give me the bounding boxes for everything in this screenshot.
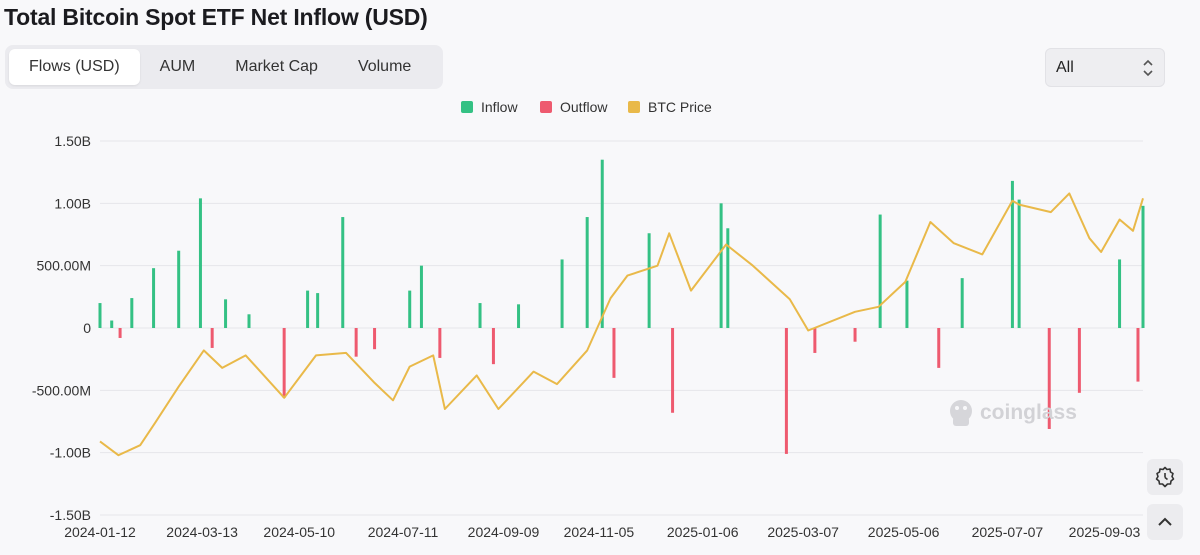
chevron-up-icon xyxy=(1158,517,1172,526)
inflow-bar xyxy=(1141,205,1145,328)
inflow-bar xyxy=(306,290,310,328)
x-tick-label: 2025-05-06 xyxy=(868,524,940,540)
inflow-bar xyxy=(719,203,723,328)
outflow-bar xyxy=(784,328,788,454)
y-tick-label: 0 xyxy=(83,320,91,336)
y-axis-ticks: 1.50B 1.00B 500.00M 0 -500.00M -1.00B -1.50B xyxy=(32,133,91,523)
inflow-bar xyxy=(247,314,251,328)
y-tick-label: 1.50B xyxy=(54,133,91,149)
outflow-bar xyxy=(813,328,817,353)
page-title: Total Bitcoin Spot ETF Net Inflow (USD) xyxy=(4,4,428,30)
outflow-bar xyxy=(354,328,358,357)
outflow-bar xyxy=(612,328,616,378)
x-tick-label: 2024-05-10 xyxy=(263,524,335,540)
tab-flows-usd[interactable]: Flows (USD) xyxy=(9,49,140,85)
inflow-bar xyxy=(1010,180,1014,328)
inflow-bar xyxy=(647,233,651,328)
inflow-bar xyxy=(419,265,423,328)
flow-bars xyxy=(98,159,1145,454)
coinglass-logo-icon xyxy=(950,400,972,426)
legend-swatch xyxy=(540,101,552,113)
tab-bar: Flows (USD) AUM Market Cap Volume xyxy=(5,45,443,89)
legend-swatch xyxy=(461,101,473,113)
inflow-bar xyxy=(110,320,114,328)
grid-lines xyxy=(100,140,1143,516)
watermark: coinglass xyxy=(950,400,1077,426)
btc-price-line-group xyxy=(99,192,1144,457)
outflow-bar xyxy=(210,328,214,348)
x-tick-label: 2024-07-11 xyxy=(368,524,439,540)
legend: Inflow Outflow BTC Price xyxy=(461,99,712,115)
x-tick-label: 2024-09-09 xyxy=(468,524,540,540)
inflow-bar xyxy=(726,228,730,328)
inflow-bar xyxy=(560,259,564,328)
outflow-bar xyxy=(491,328,495,365)
inflow-bar xyxy=(177,250,181,328)
outflow-bar xyxy=(937,328,941,368)
x-tick-label: 2025-07-07 xyxy=(972,524,1044,540)
legend-label: Inflow xyxy=(481,99,518,115)
inflow-bar xyxy=(878,214,882,328)
legend-swatch xyxy=(628,101,640,113)
inflow-bar xyxy=(341,217,345,328)
y-tick-label: 500.00M xyxy=(37,258,91,274)
inflow-bar xyxy=(198,198,202,328)
btc-price-line xyxy=(99,192,1144,457)
gear-clock-icon xyxy=(1155,466,1175,488)
x-tick-label: 2025-03-07 xyxy=(767,524,839,540)
y-tick-label: 1.00B xyxy=(54,195,91,211)
inflow-bar xyxy=(130,298,134,328)
tab-volume[interactable]: Volume xyxy=(357,58,412,75)
inflow-bar xyxy=(1017,199,1021,328)
legend-label: Outflow xyxy=(560,99,608,115)
x-tick-label: 2024-01-12 xyxy=(64,524,136,540)
inflow-bar xyxy=(98,303,102,328)
chevron-updown-icon xyxy=(1143,59,1153,77)
inflow-bar xyxy=(905,280,909,328)
outflow-bar xyxy=(671,328,675,413)
y-tick-label: -1.50B xyxy=(50,507,91,523)
outflow-bar xyxy=(282,328,286,398)
inflow-bar xyxy=(478,303,482,328)
time-range-value: All xyxy=(1056,59,1074,76)
outflow-bar xyxy=(1136,328,1140,382)
tab-market-cap[interactable]: Market Cap xyxy=(235,58,318,75)
x-tick-label: 2025-09-03 xyxy=(1069,524,1141,540)
scroll-to-top-button[interactable] xyxy=(1147,504,1183,540)
outflow-bar xyxy=(1047,328,1051,429)
outflow-bar xyxy=(1077,328,1081,393)
inflow-bar xyxy=(316,293,320,328)
inflow-bar xyxy=(152,268,156,328)
x-tick-label: 2024-03-13 xyxy=(166,524,238,540)
inflow-bar xyxy=(960,278,964,328)
y-tick-label: -500.00M xyxy=(32,382,91,398)
y-tick-label: -1.00B xyxy=(50,445,91,461)
x-tick-label: 2025-01-06 xyxy=(667,524,739,540)
inflow-bar xyxy=(600,159,604,328)
x-tick-label: 2024-11-05 xyxy=(564,524,635,540)
inflow-bar xyxy=(585,217,589,328)
inflow-bar xyxy=(517,304,521,328)
outflow-bar xyxy=(438,328,442,358)
settings-button[interactable] xyxy=(1147,459,1183,495)
coinglass-watermark-text: coinglass xyxy=(980,401,1077,424)
inflow-bar xyxy=(224,299,228,328)
time-range-select[interactable]: All xyxy=(1045,48,1165,87)
inflow-bar xyxy=(408,290,412,328)
inflow-bar xyxy=(1118,259,1122,328)
outflow-bar xyxy=(118,328,122,338)
tab-aum[interactable]: AUM xyxy=(159,58,196,75)
outflow-bar xyxy=(853,328,857,342)
x-axis-ticks: 2024-01-12 2024-03-13 2024-05-10 2024-07-11… xyxy=(64,524,1140,540)
outflow-bar xyxy=(373,328,377,350)
legend-label: BTC Price xyxy=(648,99,712,115)
